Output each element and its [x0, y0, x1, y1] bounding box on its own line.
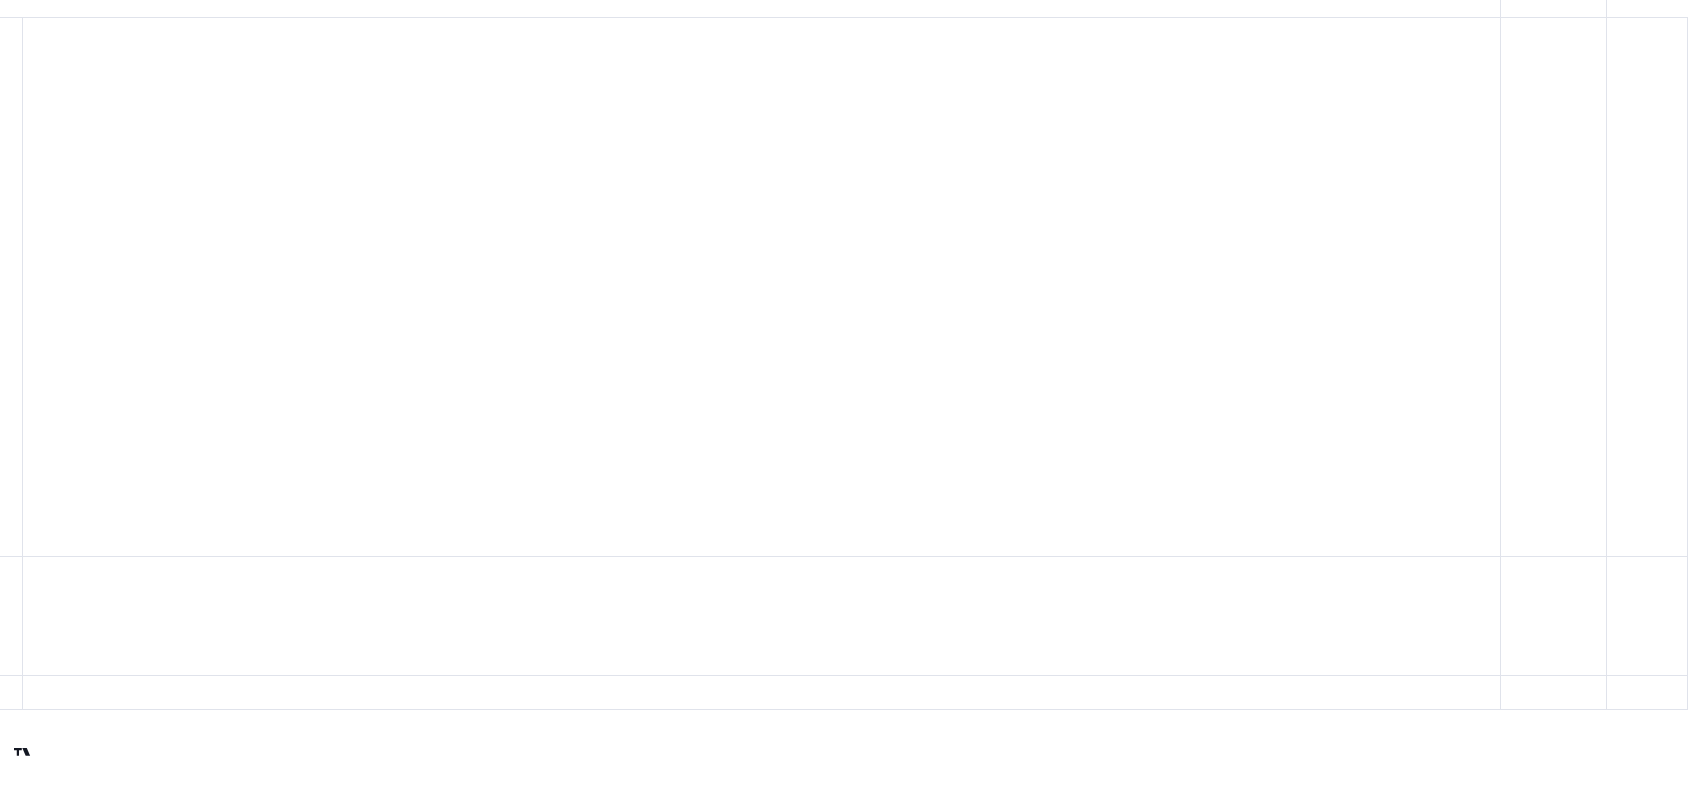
bottom-border — [0, 709, 1688, 710]
price-axis[interactable] — [1501, 0, 1688, 675]
price-rsi-separator — [0, 556, 1688, 557]
price-chart-pane[interactable] — [0, 18, 1500, 555]
axis-inner-separator — [1606, 0, 1607, 710]
time-axis[interactable] — [0, 676, 1688, 710]
rsi-legend[interactable] — [14, 565, 20, 579]
rsi-pane[interactable] — [0, 560, 1500, 675]
top-pane-border — [0, 17, 1688, 18]
price-chart-canvas[interactable] — [0, 18, 1500, 555]
left-edge-border — [22, 17, 23, 709]
rsi-canvas[interactable] — [0, 560, 1500, 675]
tradingview-logo-icon — [14, 748, 31, 756]
tradingview-watermark — [14, 746, 41, 760]
price-axis-separator — [1500, 0, 1501, 710]
rsi-time-separator — [0, 675, 1688, 676]
chart-legend — [14, 8, 50, 44]
legend-indicator-row[interactable] — [14, 26, 50, 44]
legend-ohlc-row[interactable] — [14, 8, 50, 26]
